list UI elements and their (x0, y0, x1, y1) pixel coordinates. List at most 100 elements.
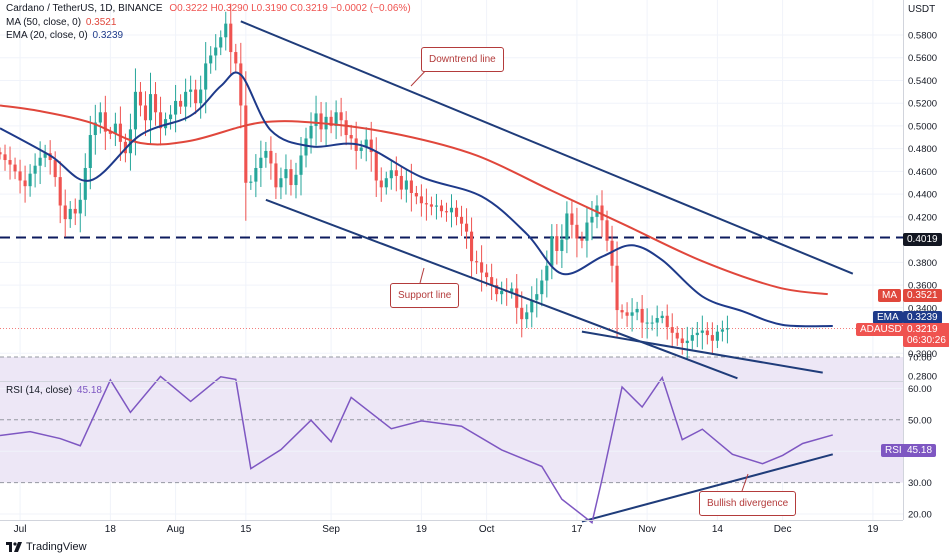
candle-body (133, 91, 138, 130)
rsi-series-line (0, 375, 833, 525)
candle-body (279, 178, 283, 188)
candle (229, 3, 233, 75)
candle (535, 278, 539, 318)
candle-body (68, 208, 72, 220)
candle-body (209, 55, 213, 64)
candle (118, 106, 122, 161)
price-tick-label: 0.4400 (908, 190, 937, 201)
candle-body (700, 330, 704, 333)
candle (78, 182, 82, 233)
candle (224, 11, 228, 51)
candle (580, 231, 584, 249)
rsi-legend[interactable]: RSI (14, close) 45.18 (6, 385, 102, 396)
price-tick-label: 0.4200 (908, 212, 937, 223)
candle (53, 151, 57, 187)
candle (73, 198, 77, 226)
candle-body (28, 173, 32, 187)
candle (490, 263, 494, 300)
candle (665, 304, 669, 340)
candle-body (565, 213, 569, 240)
candle-body (269, 150, 273, 164)
candle-body (510, 288, 514, 292)
level-price-tag: 0.4019 (903, 233, 942, 246)
rsi-tick-label: 70.00 (908, 353, 932, 364)
ohlc-values: O0.3222 H0.3290 L0.3190 C0.3219 −0.0002 … (169, 3, 411, 14)
candle-body (199, 89, 203, 104)
candle (545, 250, 549, 298)
candle-body (725, 328, 729, 330)
ema-price-tag: 0.3239 (903, 311, 942, 324)
candle-body (63, 205, 67, 220)
candle (359, 140, 363, 159)
price-tick-label: 0.4600 (908, 167, 937, 178)
candle (570, 201, 574, 239)
candle-body (715, 331, 719, 341)
candle (314, 95, 318, 146)
ma-legend-label: MA (50, close, 0) (6, 17, 82, 28)
candle-body (675, 332, 679, 339)
ema-legend[interactable]: EMA (20, close, 0) 0.3239 (6, 30, 123, 41)
candle (103, 95, 107, 150)
candle-body (23, 180, 27, 187)
ma-name-tag: MA (878, 289, 901, 302)
candle-body (364, 139, 368, 148)
symbol-legend: Cardano / TetherUS, 1D, BINANCE O0.3222 … (6, 3, 411, 14)
candle (470, 217, 474, 277)
candle-body (13, 164, 17, 172)
candle (610, 225, 614, 283)
candle (680, 328, 684, 355)
candle (520, 291, 524, 338)
symbol-title[interactable]: Cardano / TetherUS, 1D, BINANCE (6, 3, 163, 14)
candle (620, 304, 624, 319)
candle-body (710, 335, 714, 341)
rsi-legend-value: 45.18 (76, 385, 102, 396)
candle-body (610, 240, 614, 266)
candle (640, 295, 644, 339)
time-tick-label: 19 (416, 524, 428, 535)
candle-body (103, 112, 107, 132)
candle (153, 82, 158, 126)
candle-body (555, 236, 559, 251)
candle (565, 201, 569, 254)
candle (249, 175, 253, 190)
support-annotation: Support line (390, 283, 460, 308)
candle (710, 322, 714, 355)
ma-legend[interactable]: MA (50, close, 0) 0.3521 (6, 17, 116, 28)
candle (675, 326, 679, 346)
candle-body (339, 112, 343, 121)
candle (590, 201, 594, 241)
candle (93, 104, 97, 155)
candle-body (394, 170, 398, 176)
resistance-level-line (0, 236, 903, 329)
candle-body (655, 318, 659, 323)
candle (625, 302, 629, 328)
candle (299, 136, 303, 196)
candle-body (439, 205, 444, 212)
tradingview-logo[interactable]: TradingView (6, 541, 87, 553)
candle (384, 171, 388, 195)
time-axis[interactable]: Jul 18 Aug 15 Sep 19 Oct 17 Nov 14 Dec 19 (14, 524, 879, 535)
candle (424, 188, 428, 221)
candle-body (334, 112, 338, 126)
candle (279, 167, 283, 200)
candle (58, 161, 62, 224)
candle (404, 168, 408, 203)
candle-body (384, 178, 388, 188)
candle (113, 112, 117, 147)
candle-body (349, 135, 353, 139)
candle-body (244, 105, 248, 183)
price-axis[interactable]: 0.5800 0.5600 0.5400 0.5200 0.5000 0.4800 0.46… (908, 31, 937, 383)
candle-body (304, 138, 308, 156)
candle-body (319, 113, 323, 130)
trendlines (240, 20, 854, 523)
divergence-annotation: Bullish divergence (699, 491, 797, 516)
candle-body (485, 272, 489, 278)
candle-body (8, 160, 12, 165)
candle-body (615, 265, 619, 311)
candle-body (419, 196, 423, 204)
candle-body (224, 23, 228, 38)
candle-body (78, 199, 82, 214)
candle (219, 30, 223, 56)
candle-body (535, 294, 539, 300)
